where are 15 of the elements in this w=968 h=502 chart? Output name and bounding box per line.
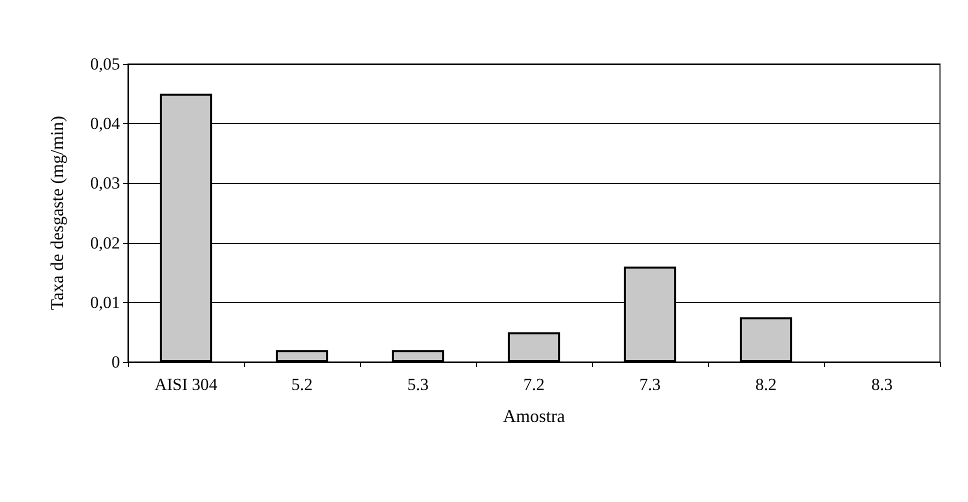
x-tick-label: AISI 304 [154,375,218,394]
x-tick-label: 7.3 [639,375,661,394]
y-tick-label: 0,03 [90,174,120,193]
y-tick-label: 0,05 [90,54,120,74]
y-tick-label: 0 [112,352,120,372]
x-axis-title: Amostra [503,406,565,426]
x-tick-label: 5.2 [291,375,313,394]
y-tick-label: 0,02 [90,233,120,252]
x-tick-label: 7.2 [523,375,545,394]
y-tick-label: 0,01 [90,292,120,312]
x-tick-label: 8.3 [871,375,893,394]
y-tick-label: 0,04 [90,114,120,134]
x-tick-label: 5.3 [407,375,429,394]
y-axis-title: Taxa de desgaste (mg/min) [47,116,67,310]
x-tick-label: 8.2 [755,375,777,394]
